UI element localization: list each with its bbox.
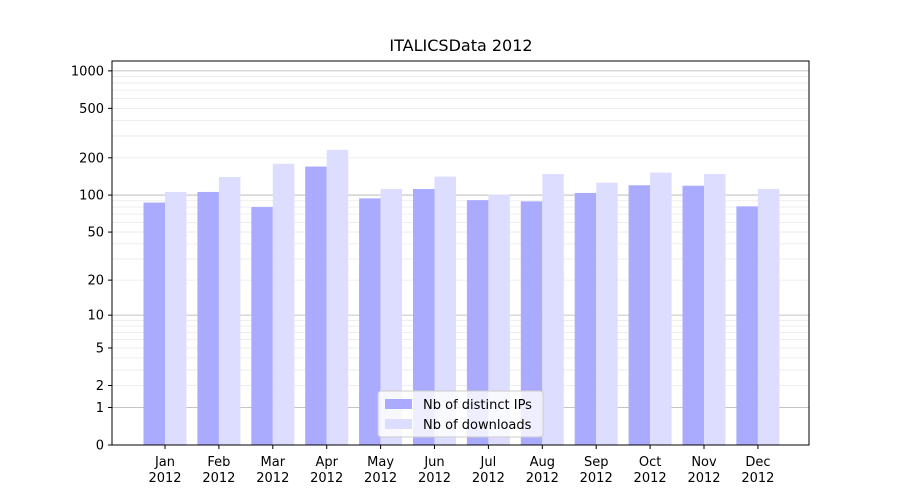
bar-distinct-ips [251,207,273,445]
y-tick-label: 100 [79,189,104,204]
legend: Nb of distinct IPs Nb of downloads [377,390,544,438]
bar-distinct-ips [628,185,651,445]
x-tick-label-month: Jun [423,455,444,470]
x-tick-label-month: Sep [584,455,609,470]
y-tick-label: 0 [96,439,104,454]
y-tick-label: 50 [87,226,104,241]
x-tick-label-month: Jan [154,455,175,470]
legend-label: Nb of distinct IPs [423,398,532,413]
x-tick-label-month: Oct [639,455,661,470]
x-tick-label-month: May [367,455,394,470]
legend-swatch [385,419,412,429]
x-tick-label-month: Mar [261,455,286,470]
x-tick-label-month: Feb [207,455,230,470]
x-tick-label-month: Aug [530,455,555,470]
bar-downloads [757,188,780,446]
x-tick-label-month: Nov [691,455,717,470]
x-tick-label-year: 2012 [418,471,451,486]
bar-distinct-ips [574,192,597,445]
bar-downloads [218,177,241,445]
bar-downloads [542,174,564,445]
bar-downloads [434,176,456,445]
x-tick-label-year: 2012 [687,471,720,486]
y-tick-label: 10 [87,309,104,324]
y-tick-label: 1 [96,401,104,416]
bar-distinct-ips [359,198,381,445]
bar-downloads [650,172,672,446]
bar-downloads [596,182,618,445]
x-tick-label-year: 2012 [148,471,181,486]
x-tick-label-year: 2012 [580,471,613,486]
bar-downloads [165,191,187,445]
x-tick-label-year: 2012 [741,471,774,486]
bar-distinct-ips [736,206,758,445]
y-tick-label: 1000 [71,64,104,79]
plot-frame [111,60,810,446]
bar-distinct-ips [413,188,435,446]
chart-title: ITALICSData 2012 [389,36,532,55]
bar-downloads [326,149,349,445]
bar-downloads [488,194,510,445]
x-tick-label-year: 2012 [310,471,343,486]
x-tick-label-year: 2012 [526,471,559,486]
x-axis: Jan2012Feb2012Mar2012Apr2012May2012Jun20… [148,445,774,486]
legend-box [377,390,544,438]
bar-downloads [704,174,726,445]
y-tick-label: 200 [79,151,104,166]
bar-downloads [272,163,295,446]
x-tick-label-year: 2012 [472,471,505,486]
y-axis: 0 1 2 5 10 20 50 100 200 500 1000 [71,64,112,454]
x-tick-label-month: Apr [315,455,338,470]
bar-distinct-ips [197,191,219,445]
bar-distinct-ips [143,202,165,445]
x-tick-label-year: 2012 [256,471,289,486]
bar-distinct-ips [305,166,327,445]
legend-swatch [385,399,412,409]
x-tick-label-year: 2012 [202,471,235,486]
y-tick-label: 20 [87,274,104,289]
y-tick-label: 5 [96,341,104,356]
x-tick-label-year: 2012 [634,471,667,486]
bars [143,149,780,446]
bar-distinct-ips [466,200,489,445]
y-tick-label: 500 [79,102,104,117]
bar-distinct-ips [520,201,543,445]
bar-downloads [380,188,403,446]
y-tick-label: 2 [96,379,104,394]
x-tick-label-year: 2012 [364,471,397,486]
x-tick-label-month: Dec [745,455,770,470]
x-tick-label-month: Jul [480,455,497,470]
legend-label: Nb of downloads [423,418,532,433]
bar-distinct-ips [682,185,704,445]
